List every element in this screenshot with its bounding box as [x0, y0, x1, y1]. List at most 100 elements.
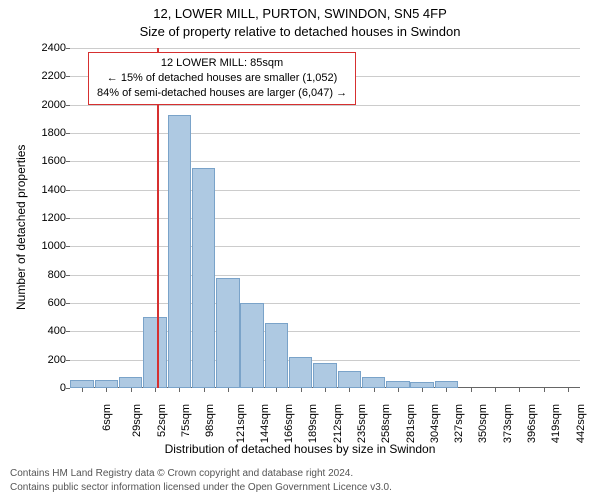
x-tick-label: 373sqm	[502, 404, 514, 443]
x-axis-title: Distribution of detached houses by size …	[0, 442, 600, 456]
x-tick-label: 6sqm	[101, 404, 113, 431]
y-tick-label: 0	[6, 382, 66, 394]
x-tick-label: 442sqm	[575, 404, 587, 443]
chart-title-address: 12, LOWER MILL, PURTON, SWINDON, SN5 4FP	[0, 6, 600, 21]
histogram-bar	[338, 371, 361, 388]
y-tick-label: 1800	[6, 127, 66, 139]
x-tick-label: 52sqm	[156, 404, 168, 437]
x-tick-label: 98sqm	[204, 404, 216, 437]
y-tick-mark	[66, 303, 70, 304]
x-tick-label: 258sqm	[380, 404, 392, 443]
x-tick-mark	[301, 388, 302, 392]
x-tick-label: 350sqm	[478, 404, 490, 443]
y-tick-mark	[66, 161, 70, 162]
x-tick-label: 121sqm	[235, 404, 247, 443]
grid-line	[70, 218, 580, 219]
x-tick-label: 189sqm	[308, 404, 320, 443]
histogram-bar	[143, 317, 166, 388]
footer-line-2: Contains public sector information licen…	[10, 481, 392, 495]
y-tick-label: 2000	[6, 99, 66, 111]
grid-line	[70, 275, 580, 276]
histogram-bar	[362, 377, 385, 388]
x-tick-mark	[495, 388, 496, 392]
y-tick-mark	[66, 331, 70, 332]
y-tick-mark	[66, 246, 70, 247]
y-tick-label: 600	[6, 297, 66, 309]
histogram-bar	[240, 303, 263, 388]
y-tick-mark	[66, 133, 70, 134]
grid-line	[70, 161, 580, 162]
histogram-bar	[70, 380, 93, 389]
x-tick-label: 166sqm	[283, 404, 295, 443]
y-tick-mark	[66, 76, 70, 77]
x-tick-mark	[228, 388, 229, 392]
x-tick-label: 212sqm	[332, 404, 344, 443]
x-tick-mark	[155, 388, 156, 392]
x-tick-label: 75sqm	[180, 404, 192, 437]
x-tick-mark	[82, 388, 83, 392]
x-tick-mark	[422, 388, 423, 392]
y-axis-title: Number of detached properties	[14, 145, 28, 310]
histogram-bar	[192, 168, 215, 388]
histogram-bar	[386, 381, 409, 388]
histogram-bar	[95, 380, 118, 389]
x-tick-label: 419sqm	[550, 404, 562, 443]
y-tick-mark	[66, 190, 70, 191]
footer-attribution: Contains HM Land Registry data © Crown c…	[10, 467, 392, 494]
y-tick-label: 1200	[6, 212, 66, 224]
info-box: 12 LOWER MILL: 85sqm← 15% of detached ho…	[88, 52, 356, 105]
x-tick-mark	[349, 388, 350, 392]
x-tick-mark	[252, 388, 253, 392]
y-tick-label: 400	[6, 325, 66, 337]
info-box-line: 84% of semi-detached houses are larger (…	[97, 86, 347, 101]
x-tick-mark	[398, 388, 399, 392]
y-tick-mark	[66, 388, 70, 389]
grid-line	[70, 105, 580, 106]
x-tick-mark	[276, 388, 277, 392]
info-box-line: ← 15% of detached houses are smaller (1,…	[97, 71, 347, 86]
grid-line	[70, 48, 580, 49]
x-tick-mark	[179, 388, 180, 392]
histogram-bar	[289, 357, 312, 388]
chart-title-description: Size of property relative to detached ho…	[0, 24, 600, 39]
x-tick-mark	[446, 388, 447, 392]
histogram-bar	[168, 115, 191, 388]
y-tick-mark	[66, 360, 70, 361]
x-tick-mark	[131, 388, 132, 392]
x-tick-mark	[374, 388, 375, 392]
x-tick-mark	[544, 388, 545, 392]
x-tick-label: 281sqm	[405, 404, 417, 443]
x-tick-label: 144sqm	[259, 404, 271, 443]
y-tick-label: 2200	[6, 70, 66, 82]
x-tick-mark	[471, 388, 472, 392]
x-tick-label: 29sqm	[131, 404, 143, 437]
x-tick-label: 327sqm	[453, 404, 465, 443]
x-tick-mark	[325, 388, 326, 392]
x-tick-label: 396sqm	[526, 404, 538, 443]
y-tick-mark	[66, 218, 70, 219]
x-tick-mark	[519, 388, 520, 392]
y-tick-label: 800	[6, 269, 66, 281]
y-tick-mark	[66, 275, 70, 276]
info-box-line: 12 LOWER MILL: 85sqm	[97, 56, 347, 71]
y-tick-label: 1400	[6, 184, 66, 196]
grid-line	[70, 133, 580, 134]
y-tick-label: 1000	[6, 240, 66, 252]
footer-line-1: Contains HM Land Registry data © Crown c…	[10, 467, 392, 481]
y-tick-label: 1600	[6, 155, 66, 167]
grid-line	[70, 303, 580, 304]
grid-line	[70, 246, 580, 247]
x-tick-mark	[106, 388, 107, 392]
y-tick-label: 2400	[6, 42, 66, 54]
y-tick-mark	[66, 48, 70, 49]
y-tick-mark	[66, 105, 70, 106]
x-tick-label: 235sqm	[356, 404, 368, 443]
x-tick-mark	[568, 388, 569, 392]
histogram-bar	[119, 377, 142, 388]
x-tick-mark	[204, 388, 205, 392]
y-tick-label: 200	[6, 354, 66, 366]
histogram-bar	[313, 363, 336, 389]
histogram-bar	[265, 323, 288, 388]
x-tick-label: 304sqm	[429, 404, 441, 443]
histogram-bar	[216, 278, 239, 389]
